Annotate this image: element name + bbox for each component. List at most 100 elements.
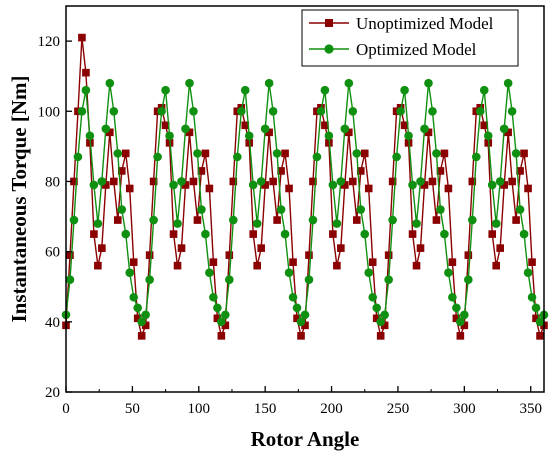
data-point [341,181,349,189]
data-point [384,275,393,285]
data-point [364,268,374,277]
data-point [189,177,198,186]
data-point [232,152,242,162]
data-point [173,219,182,228]
data-point [507,106,517,116]
data-point [125,268,135,277]
data-point [161,121,170,130]
data-point [248,180,258,190]
data-point [512,216,520,224]
legend: Unoptimized Model Optimized Model [301,9,519,67]
data-point [185,78,194,88]
x-axis-title: Rotor Angle [251,427,360,451]
data-point [456,317,465,327]
data-point [428,106,437,116]
data-point [106,128,114,137]
data-point [77,106,87,116]
data-point [376,332,385,340]
data-point [284,268,294,277]
data-point [360,229,370,239]
data-point [268,106,278,116]
data-point [217,317,226,327]
data-point [193,149,202,158]
data-point [444,268,453,277]
data-point [225,251,234,259]
data-point [527,292,537,302]
data-point [452,303,461,313]
data-point [272,149,282,158]
data-point [133,314,142,323]
x-tick-label: 0 [62,401,70,417]
data-point [141,321,150,330]
data-point [356,167,365,175]
data-point [376,317,385,327]
data-point [460,310,469,320]
data-point [475,106,485,116]
data-point [185,128,194,137]
data-point [352,216,361,224]
data-point [98,244,106,252]
data-point [201,229,210,239]
data-point [281,149,289,158]
data-point [177,244,186,252]
legend-label-unoptimized: Unoptimized Model [356,14,494,33]
data-point [460,321,469,330]
data-point [201,149,210,158]
data-point [117,167,126,175]
data-point [308,215,318,225]
data-point [113,149,123,158]
data-point [105,78,115,88]
y-tick-label: 120 [38,34,61,50]
x-tick-label: 50 [125,401,140,417]
data-point [249,230,258,238]
data-point [479,85,489,95]
y-tick-label: 20 [45,385,60,401]
legend-marker-unoptimized [325,19,333,27]
data-point [193,216,202,224]
data-point [337,244,345,252]
data-point [82,68,90,77]
data-point [412,261,421,270]
data-point [468,215,477,225]
data-point [121,229,131,239]
data-point [97,177,107,186]
data-point [380,310,389,320]
data-point [368,292,378,302]
data-point [448,292,457,302]
data-point [416,177,425,186]
legend-box [301,9,519,67]
data-point [524,184,532,193]
data-point [364,184,373,193]
data-point [372,314,381,323]
plot-frame [65,5,545,393]
data-point [165,131,174,141]
data-point [141,310,150,320]
data-point [241,121,250,130]
data-point [65,275,75,285]
data-point [345,128,353,137]
data-point [328,180,338,190]
data-point [511,149,521,158]
data-point [396,106,405,116]
data-point [531,303,541,313]
series-line [65,37,545,339]
data-point [301,321,309,330]
data-point [209,258,218,266]
data-point [491,219,501,228]
data-point [304,275,314,285]
data-point [424,128,433,137]
data-point [145,251,154,259]
data-point [221,310,230,320]
data-point [297,332,305,340]
data-point [408,230,417,238]
data-point [456,332,465,340]
data-point [240,85,250,95]
y-tick-label: 40 [45,315,60,331]
data-point [329,230,337,238]
data-point [352,149,362,158]
data-point [197,167,206,175]
data-point [332,219,342,228]
data-point [436,205,445,214]
data-point [85,131,95,141]
data-point [312,152,322,162]
